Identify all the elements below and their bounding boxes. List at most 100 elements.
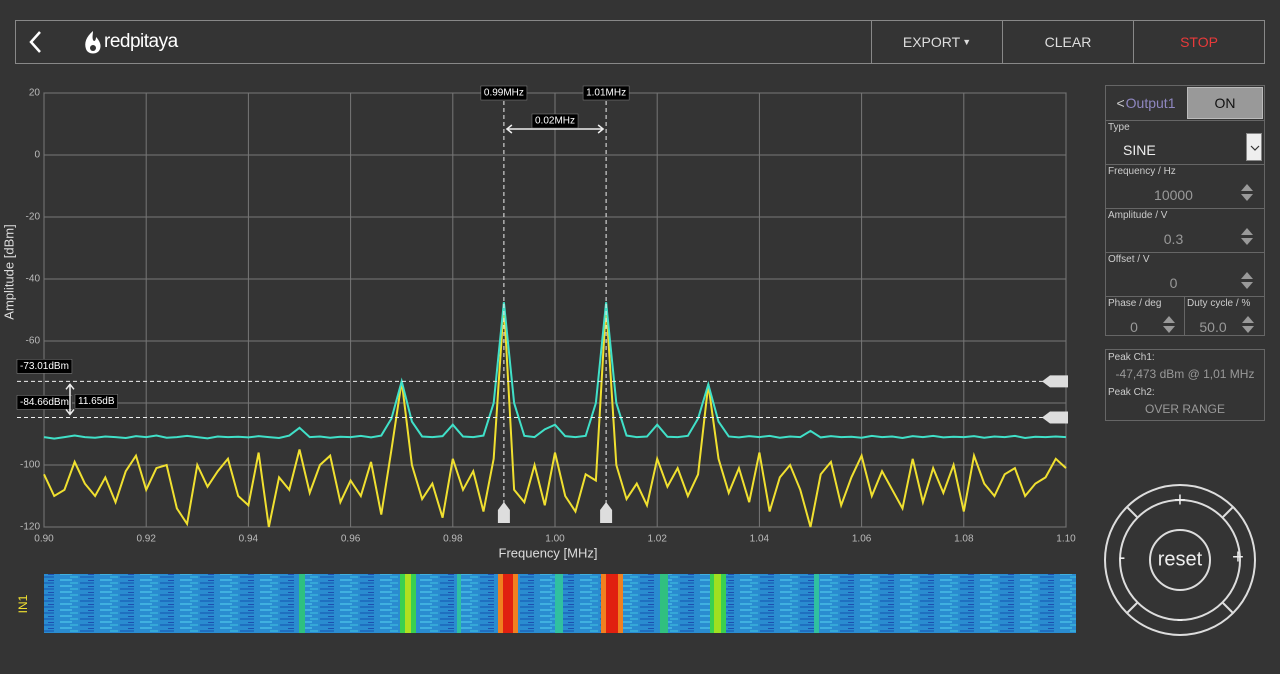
logo-text: redpitaya xyxy=(104,31,178,52)
peaks-panel: Peak Ch1: -47,473 dBm @ 1,01 MHz Peak Ch… xyxy=(1105,349,1265,421)
button-label: EXPORT xyxy=(902,34,961,50)
label-box xyxy=(480,85,528,101)
waterfall xyxy=(44,574,1076,633)
field-label: Duty cycle / % xyxy=(1187,298,1251,309)
logo-icon xyxy=(85,31,101,54)
cursor-label: 0.99MHz xyxy=(484,88,524,99)
y-cursor-label: -84.66dBm xyxy=(16,395,73,410)
x-tick-label: 1.02 xyxy=(647,534,667,545)
cursor-handle xyxy=(600,502,613,523)
offset-value[interactable]: 0 xyxy=(1169,275,1178,291)
spin-down[interactable] xyxy=(1242,326,1254,333)
label-box xyxy=(582,85,630,101)
pad-down[interactable]: - xyxy=(1177,608,1184,630)
spin-up[interactable] xyxy=(1241,184,1253,191)
cursor-label: 1.01MHz xyxy=(586,88,626,99)
waterfall-label: IN1 xyxy=(16,594,30,613)
x-tick-label: 1.10 xyxy=(1056,534,1076,545)
peak-value: -47,473 dBm @ 1,01 MHz xyxy=(1115,367,1255,381)
dropdown[interactable] xyxy=(1246,133,1262,161)
output-tab[interactable]: < Output1 xyxy=(1106,86,1186,120)
delta-arrow xyxy=(65,383,75,416)
button-label: CLEAR xyxy=(1044,34,1092,50)
navigation-pad: reset + - - + xyxy=(1104,484,1256,636)
pad-up[interactable]: + xyxy=(1174,489,1186,511)
y-tick-label: 0 xyxy=(34,150,40,161)
x-tick-label: 0.98 xyxy=(443,534,463,545)
pad-left[interactable]: - xyxy=(1119,546,1126,568)
pad-outer xyxy=(1104,484,1256,636)
spin-down[interactable] xyxy=(1241,194,1253,201)
x-tick-label: 0.90 xyxy=(34,534,54,545)
field-label: Offset / V xyxy=(1108,254,1150,265)
series-line xyxy=(43,303,1067,528)
dropdown-icon xyxy=(1250,145,1260,151)
pad-dividers xyxy=(1126,506,1234,614)
spin-down[interactable] xyxy=(1163,326,1175,333)
amplitude-field: Amplitude / V 0.3 xyxy=(1106,208,1264,252)
field-label: Phase / deg xyxy=(1108,298,1162,309)
y-tick-label: -100 xyxy=(20,460,40,471)
spin-up[interactable] xyxy=(1241,228,1253,235)
x-tick-label: 1.04 xyxy=(750,534,770,545)
cursor-label: 11.65dB xyxy=(78,396,115,407)
series-line xyxy=(43,302,1067,440)
cursor-label: -84.66dBm xyxy=(20,397,69,408)
clear-button[interactable]: CLEAR xyxy=(1002,21,1133,63)
cursor-label: 0.02MHz xyxy=(535,116,575,127)
label-box xyxy=(74,394,118,409)
on-button[interactable]: ON xyxy=(1187,87,1263,119)
x-tick-label: 0.94 xyxy=(239,534,259,545)
chevron: < xyxy=(1116,95,1125,111)
phase-value[interactable]: 0 xyxy=(1130,319,1138,335)
spin-down[interactable] xyxy=(1241,238,1253,245)
peak-value: OVER RANGE xyxy=(1144,402,1225,416)
caret: ▼ xyxy=(962,37,972,47)
field-label: Type xyxy=(1108,122,1130,133)
y-delta-label: 11.65dB xyxy=(74,394,118,409)
field-label: Frequency / Hz xyxy=(1108,166,1176,177)
spin-up[interactable] xyxy=(1242,316,1254,323)
phase-field: Phase / deg 0 xyxy=(1106,296,1185,336)
y-tick-label: -40 xyxy=(26,274,41,285)
button-label: STOP xyxy=(1180,34,1218,50)
y-tick-label: -20 xyxy=(26,212,41,223)
x-tick-label: 1.00 xyxy=(545,534,565,545)
type-value[interactable]: SINE xyxy=(1123,142,1156,158)
export-button[interactable]: EXPORT ▼ xyxy=(871,21,1002,63)
amplitude-value[interactable]: 0.3 xyxy=(1163,231,1184,247)
spin-up[interactable] xyxy=(1241,272,1253,279)
offset-field: Offset / V 0 xyxy=(1106,252,1264,296)
label-box xyxy=(16,395,73,410)
pad-right[interactable]: + xyxy=(1232,546,1244,568)
field-label: Amplitude / V xyxy=(1108,210,1168,221)
y-tick-label: -60 xyxy=(26,336,41,347)
frequency-field: Frequency / Hz 10000 xyxy=(1106,164,1264,208)
y-tick-label: 20 xyxy=(29,88,41,99)
peak-label: Peak Ch2: xyxy=(1108,387,1155,398)
duty-value[interactable]: 50.0 xyxy=(1199,319,1227,335)
output-label: Output1 xyxy=(1125,95,1176,111)
peak-label: Peak Ch1: xyxy=(1108,352,1155,363)
pad-ring xyxy=(1119,499,1241,621)
x-tick-label: 1.08 xyxy=(954,534,974,545)
label-box xyxy=(531,113,579,129)
delta-arrow xyxy=(505,124,605,134)
stop-button[interactable]: STOP xyxy=(1133,21,1264,63)
spin-up[interactable] xyxy=(1163,316,1175,323)
top-bar: redpitaya EXPORT ▼ CLEAR STOP xyxy=(15,20,1265,64)
back-icon[interactable] xyxy=(26,29,46,55)
generator-panel: < Output1 ON Type SINE Frequency / Hz 100… xyxy=(1105,85,1265,336)
type-field: Type SINE xyxy=(1106,120,1264,164)
cursor-handle xyxy=(1042,411,1068,424)
x-tick-label: 1.06 xyxy=(852,534,872,545)
cursor-handle xyxy=(497,502,510,523)
frequency-value[interactable]: 10000 xyxy=(1154,187,1193,203)
label-box xyxy=(16,359,73,374)
x-tick-label: 0.92 xyxy=(136,534,156,545)
reset-button[interactable] xyxy=(1149,529,1211,591)
x-cursor-label: 0.99MHz xyxy=(480,85,528,101)
spin-down[interactable] xyxy=(1241,282,1253,289)
cursor-handle xyxy=(1042,375,1068,388)
